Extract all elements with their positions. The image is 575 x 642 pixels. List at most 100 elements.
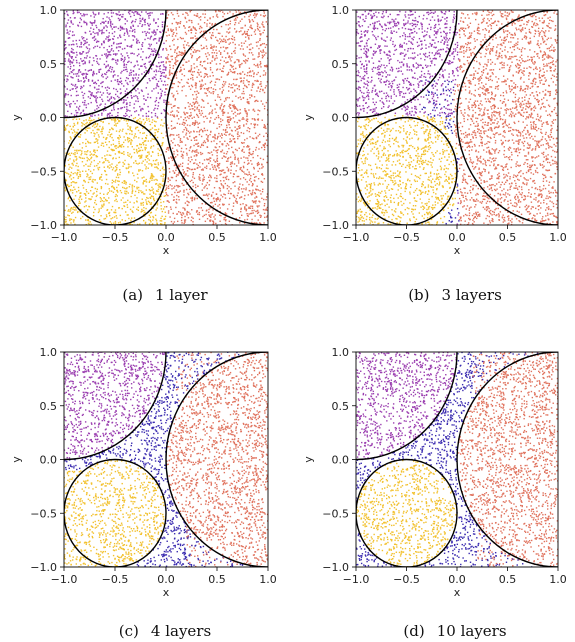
point-orange bbox=[224, 39, 227, 41]
point-purple bbox=[105, 109, 107, 111]
point-purple bbox=[72, 84, 74, 86]
point-orange bbox=[242, 184, 244, 186]
point-orange bbox=[233, 19, 236, 21]
point-yellow bbox=[73, 209, 76, 211]
point-yellow bbox=[115, 147, 117, 150]
point-yellow bbox=[81, 215, 84, 218]
point-orange bbox=[543, 53, 545, 56]
point-purple bbox=[155, 69, 157, 71]
point-purple bbox=[130, 95, 133, 97]
point-purple bbox=[66, 78, 68, 80]
point-purple bbox=[94, 21, 96, 23]
point-purple bbox=[72, 10, 75, 12]
point-yellow bbox=[92, 154, 94, 156]
point-orange bbox=[244, 60, 246, 63]
point-orange bbox=[502, 16, 504, 18]
point-purple bbox=[136, 11, 139, 14]
point-orange bbox=[250, 52, 253, 54]
point-purple bbox=[374, 22, 376, 25]
point-orange bbox=[235, 170, 237, 172]
point-purple bbox=[149, 96, 152, 99]
point-orange bbox=[202, 36, 204, 38]
point-blue bbox=[448, 220, 450, 222]
point-yellow bbox=[86, 173, 88, 175]
point-orange bbox=[175, 72, 177, 74]
point-orange bbox=[173, 187, 175, 189]
point-purple bbox=[98, 68, 101, 71]
point-orange bbox=[204, 115, 207, 118]
point-purple bbox=[149, 14, 151, 16]
point-purple bbox=[153, 38, 156, 40]
point-orange bbox=[248, 183, 250, 186]
point-orange bbox=[199, 112, 201, 115]
point-purple bbox=[154, 51, 157, 53]
point-yellow bbox=[115, 119, 117, 122]
point-purple bbox=[64, 12, 66, 15]
point-orange bbox=[518, 199, 520, 201]
point-orange bbox=[260, 62, 262, 65]
point-orange bbox=[475, 18, 477, 21]
point-orange bbox=[191, 85, 194, 88]
point-orange bbox=[243, 54, 245, 56]
point-purple bbox=[159, 31, 162, 34]
point-orange bbox=[220, 150, 222, 153]
point-orange bbox=[213, 164, 216, 167]
point-purple bbox=[73, 73, 75, 75]
point-yellow bbox=[133, 202, 135, 204]
point-yellow bbox=[100, 207, 102, 209]
point-yellow bbox=[147, 167, 149, 169]
point-blue bbox=[450, 80, 453, 83]
point-yellow bbox=[365, 134, 368, 136]
point-orange bbox=[201, 27, 203, 29]
point-orange bbox=[259, 216, 262, 218]
point-yellow bbox=[139, 149, 142, 152]
point-purple bbox=[79, 46, 81, 48]
point-purple bbox=[88, 60, 91, 62]
point-yellow bbox=[160, 119, 163, 121]
point-yellow bbox=[100, 144, 103, 147]
point-yellow bbox=[79, 202, 81, 204]
point-orange bbox=[239, 125, 241, 127]
point-yellow bbox=[162, 137, 164, 139]
point-yellow bbox=[123, 141, 125, 144]
point-yellow bbox=[430, 164, 432, 166]
point-orange bbox=[183, 184, 185, 186]
point-orange bbox=[501, 23, 503, 25]
point-purple bbox=[126, 82, 128, 84]
point-purple bbox=[385, 97, 387, 100]
panel-a: −1.0 −0.5 0.0 0.5 1.01.00.50.0−0.5−1.0xy(a) 1… bbox=[10, 4, 277, 304]
point-purple bbox=[84, 69, 87, 71]
point-yellow bbox=[112, 149, 114, 152]
point-orange bbox=[244, 109, 246, 112]
point-orange bbox=[218, 78, 221, 81]
point-orange bbox=[185, 183, 188, 185]
point-orange bbox=[463, 69, 465, 72]
point-yellow bbox=[81, 147, 84, 149]
point-purple bbox=[435, 36, 437, 39]
point-purple bbox=[77, 94, 79, 96]
point-orange bbox=[191, 71, 194, 73]
point-purple bbox=[72, 59, 75, 61]
point-orange bbox=[216, 68, 219, 70]
point-purple bbox=[81, 38, 84, 40]
point-orange bbox=[487, 223, 489, 225]
point-orange bbox=[206, 95, 208, 97]
point-yellow bbox=[136, 186, 138, 189]
point-yellow bbox=[112, 148, 114, 151]
point-yellow bbox=[96, 190, 98, 193]
point-orange bbox=[192, 173, 194, 176]
point-purple bbox=[89, 30, 91, 33]
point-orange bbox=[177, 186, 179, 188]
point-yellow bbox=[162, 208, 165, 210]
point-orange bbox=[190, 37, 192, 39]
point-orange bbox=[216, 157, 219, 160]
point-purple bbox=[430, 60, 432, 63]
point-purple bbox=[64, 94, 67, 96]
point-orange bbox=[195, 135, 198, 138]
point-yellow bbox=[121, 130, 124, 132]
point-yellow bbox=[106, 143, 108, 146]
point-orange bbox=[258, 53, 260, 55]
point-orange bbox=[521, 58, 523, 60]
point-yellow bbox=[116, 217, 118, 219]
point-orange bbox=[224, 129, 227, 132]
